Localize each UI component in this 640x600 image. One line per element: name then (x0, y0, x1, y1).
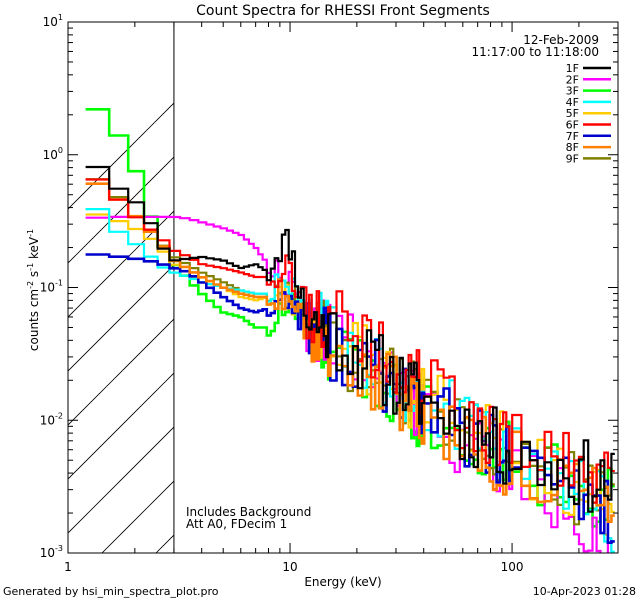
series-line-6f (85, 178, 615, 504)
hatch-line (68, 426, 174, 534)
excluded-energy-hatch (68, 102, 174, 553)
annotation-attenuator: Att A0, FDecim 1 (186, 517, 287, 531)
y-tick-label: 10-2 (40, 411, 63, 427)
series-line-8f (85, 182, 615, 523)
x-axis-label: Energy (keV) (304, 575, 381, 589)
y-tick-label: 10-3 (40, 544, 63, 560)
series-line-1f (85, 165, 615, 513)
series-layer (85, 108, 615, 553)
y-tick-label: 101 (43, 13, 63, 29)
plot-date: 12-Feb-2009 (523, 33, 599, 47)
footer-timestamp: 10-Apr-2023 01:28 (533, 585, 636, 598)
chart-title: Count Spectra for RHESSI Front Segments (196, 3, 490, 19)
hatch-line (68, 372, 174, 480)
axis-ticks (67, 21, 619, 554)
legend-label-6f: 6F (566, 119, 579, 132)
y-tick-label: 10-1 (40, 279, 63, 295)
legend-label-9f: 9F (566, 152, 579, 165)
footer-generated-by: Generated by hsi_min_spectra_plot.pro (3, 585, 219, 598)
y-tick-label: 100 (43, 146, 63, 162)
plot-time-range: 11:17:00 to 11:18:00 (472, 45, 599, 59)
legend-label-4f: 4F (566, 96, 579, 109)
legend-label-2f: 2F (566, 73, 579, 86)
hatch-line (68, 210, 174, 318)
annotation-background: Includes Background (186, 505, 311, 519)
x-tick-labels: 1 10 100 (64, 560, 523, 574)
y-tick-labels: 101 100 10-1 10-2 10-3 (40, 13, 63, 560)
hatch-line (68, 264, 174, 372)
legend-label-7f: 7F (566, 130, 579, 143)
legend-label-8f: 8F (566, 141, 579, 154)
legend-label-1f: 1F (566, 62, 579, 75)
legend-label-3f: 3F (566, 85, 579, 98)
x-tick-label: 1 (64, 560, 72, 574)
x-tick-label: 100 (501, 560, 524, 574)
legend-label-5f: 5F (566, 107, 579, 120)
x-tick-label: 10 (282, 560, 297, 574)
y-axis-label: counts cm-2 s-1 keV-1 (26, 229, 41, 351)
series-line-4f (85, 208, 615, 553)
